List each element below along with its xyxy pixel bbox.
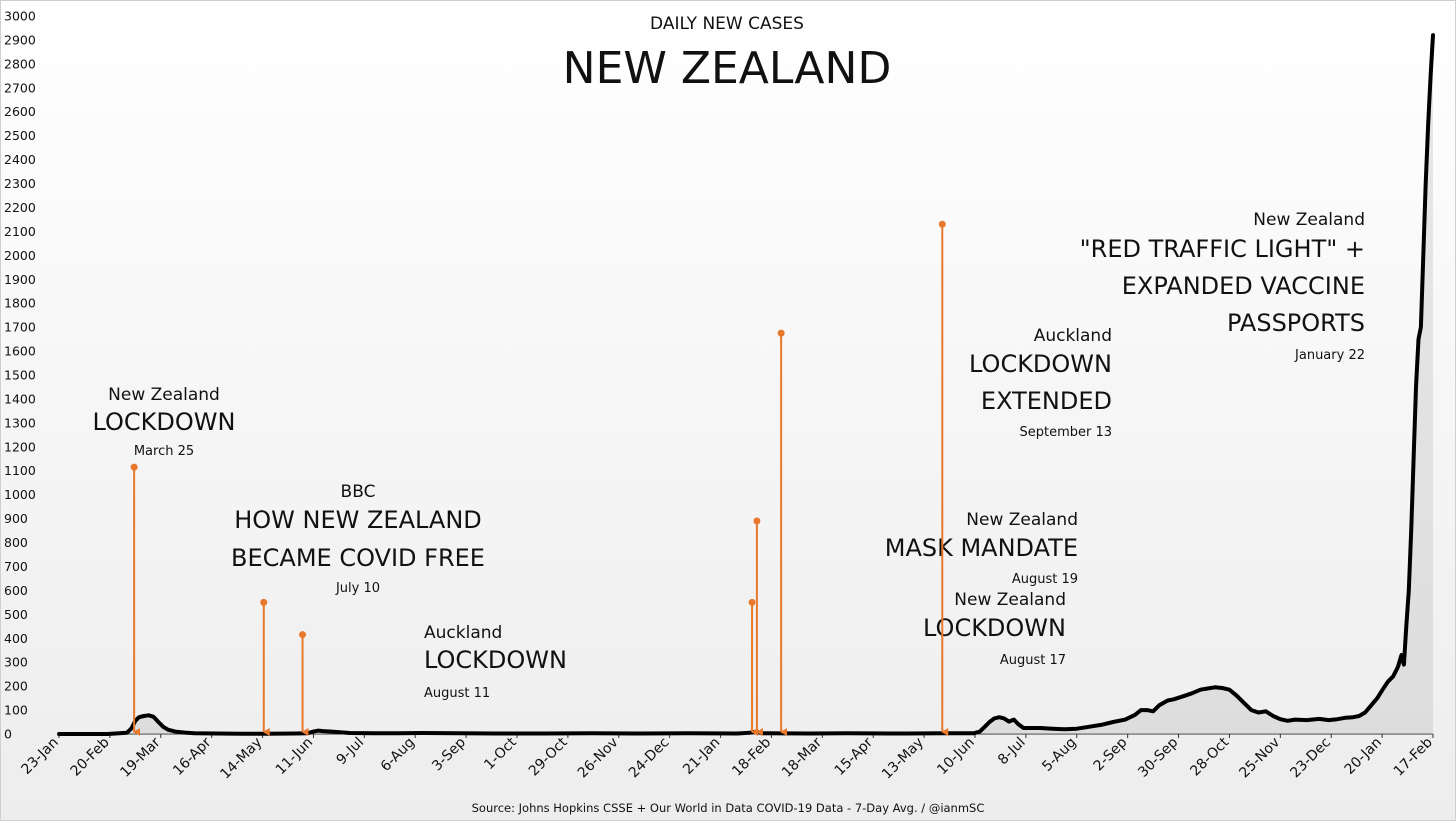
y-tick-label: 1300 — [4, 415, 36, 430]
y-tick-label: 2800 — [4, 56, 36, 71]
annotation: BBC HOW NEW ZEALAND BECAME COVID FREE July … — [231, 482, 485, 736]
annotation-headline: BECAME COVID FREE — [231, 544, 485, 572]
y-tick-label: 800 — [4, 535, 28, 550]
annotation-date: August 11 — [424, 686, 490, 701]
y-tick-label: 300 — [4, 655, 28, 670]
y-tick-label: 3000 — [4, 9, 36, 24]
y-tick-label: 1600 — [4, 344, 36, 359]
chart-title-top: DAILY NEW CASES — [650, 14, 804, 34]
annotation-dot — [130, 463, 138, 471]
y-tick-label: 2000 — [4, 248, 36, 263]
chart-title: NEW ZEALAND — [563, 43, 892, 94]
annotation-headline: LOCKDOWN — [93, 408, 236, 436]
y-tick-label: 100 — [4, 703, 28, 718]
annotation-dot — [938, 220, 946, 228]
y-axis: 0 100 200 300 400 500 600 700 800 900 1000 1100 1200… — [4, 9, 36, 742]
annotation-headline: LOCKDOWN — [424, 646, 567, 674]
y-tick-label: 2400 — [4, 152, 36, 167]
y-tick-label: 500 — [4, 607, 28, 622]
y-tick-label: 2300 — [4, 176, 36, 191]
y-tick-label: 700 — [4, 559, 28, 574]
y-tick-label: 200 — [4, 679, 28, 694]
annotation-source: New Zealand — [1253, 210, 1365, 230]
y-tick-label: 1900 — [4, 272, 36, 287]
annotation: New Zealand MASK MANDATE August 19 — [753, 510, 1078, 736]
annotation-layer: New Zealand LOCKDOWN March 25 BBC HOW NEW ZE… — [93, 210, 1365, 736]
annotation-date: August 19 — [1012, 572, 1078, 587]
annotation-date: August 17 — [1000, 653, 1066, 668]
y-tick-label: 900 — [4, 511, 28, 526]
annotation: Auckland LOCKDOWN August 11 — [299, 623, 567, 736]
annotation-dot — [753, 517, 761, 525]
annotation-dot — [777, 329, 785, 337]
annotation-headline: MASK MANDATE — [885, 534, 1078, 562]
annotation-headline: PASSPORTS — [1227, 309, 1365, 337]
annotation-headline: EXTENDED — [981, 387, 1112, 415]
y-tick-label: 600 — [4, 583, 28, 598]
y-tick-label: 2200 — [4, 200, 36, 215]
y-tick-label: 2900 — [4, 32, 36, 47]
y-tick-label: 1100 — [4, 463, 36, 478]
annotation-headline: EXPANDED VACCINE — [1122, 272, 1365, 300]
annotation-source: New Zealand — [966, 510, 1078, 530]
annotation-headline: "RED TRAFFIC LIGHT" + — [1080, 235, 1365, 263]
annotation-source: BBC — [341, 482, 376, 502]
y-tick-label: 1700 — [4, 320, 36, 335]
annotation-dot — [748, 598, 756, 606]
annotation-date: January 22 — [1294, 348, 1365, 363]
annotation: Auckland LOCKDOWN EXTENDED September 13 — [777, 326, 1112, 736]
annotation-source: Auckland — [424, 623, 502, 643]
annotation-dot — [299, 631, 307, 639]
y-tick-label: 2600 — [4, 104, 36, 119]
y-tick-label: 1000 — [4, 487, 36, 502]
annotation-source: New Zealand — [954, 590, 1066, 610]
annotation-date: March 25 — [134, 444, 194, 459]
annotation-headline: LOCKDOWN — [969, 350, 1112, 378]
y-tick-label: 2100 — [4, 224, 36, 239]
annotation-dot — [260, 598, 268, 606]
annotation: New Zealand LOCKDOWN March 25 — [93, 385, 236, 736]
y-tick-label: 400 — [4, 631, 28, 646]
y-tick-label: 1400 — [4, 391, 36, 406]
y-tick-label: 1800 — [4, 296, 36, 311]
annotation-headline: HOW NEW ZEALAND — [234, 506, 482, 534]
annotation-date: July 10 — [335, 581, 380, 596]
annotation-date: September 13 — [1019, 425, 1112, 440]
y-tick-label: 1200 — [4, 439, 36, 454]
chart-source: Source: Johns Hopkins CSSE + Our World i… — [472, 801, 985, 815]
y-tick-label: 1500 — [4, 368, 36, 383]
y-tick-label: 2700 — [4, 80, 36, 95]
annotation-source: Auckland — [1034, 326, 1112, 346]
annotation: New Zealand LOCKDOWN August 17 — [748, 590, 1066, 736]
annotation-source: New Zealand — [108, 385, 220, 405]
y-tick-label: 2500 — [4, 128, 36, 143]
annotation-headline: LOCKDOWN — [923, 614, 1066, 642]
y-tick-label: 0 — [4, 727, 12, 742]
annotation: New Zealand "RED TRAFFIC LIGHT" + EXPANDED… — [938, 210, 1365, 736]
